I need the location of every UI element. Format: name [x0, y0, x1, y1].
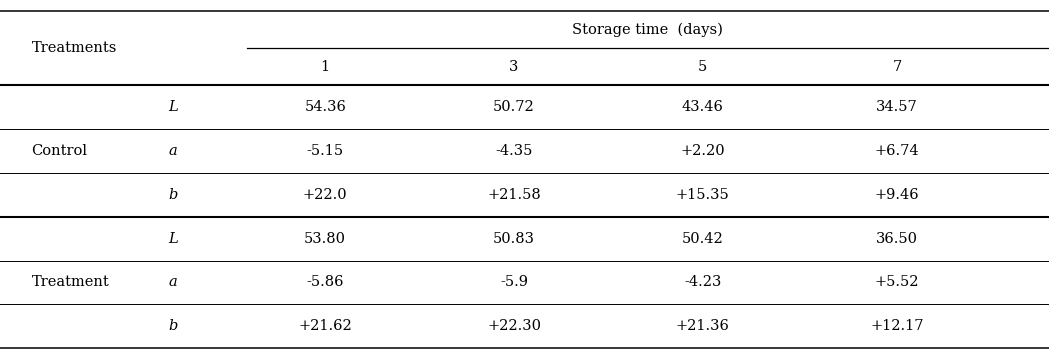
- Text: 34.57: 34.57: [876, 100, 918, 114]
- Text: 36.50: 36.50: [876, 232, 918, 246]
- Text: 5: 5: [699, 60, 707, 74]
- Text: +2.20: +2.20: [681, 144, 725, 158]
- Text: -5.15: -5.15: [306, 144, 344, 158]
- Text: Control: Control: [31, 144, 87, 158]
- Text: L: L: [168, 232, 178, 246]
- Text: Storage time  (days): Storage time (days): [573, 22, 723, 37]
- Text: +22.30: +22.30: [487, 319, 541, 333]
- Text: 50.42: 50.42: [682, 232, 724, 246]
- Text: b: b: [169, 188, 177, 202]
- Text: b: b: [169, 319, 177, 333]
- Text: a: a: [169, 144, 177, 158]
- Text: 3: 3: [510, 60, 518, 74]
- Text: 54.36: 54.36: [304, 100, 346, 114]
- Text: 7: 7: [893, 60, 901, 74]
- Text: +21.58: +21.58: [487, 188, 541, 202]
- Text: a: a: [169, 275, 177, 289]
- Text: -5.86: -5.86: [306, 275, 344, 289]
- Text: 53.80: 53.80: [304, 232, 346, 246]
- Text: 50.83: 50.83: [493, 232, 535, 246]
- Text: +21.36: +21.36: [676, 319, 730, 333]
- Text: +12.17: +12.17: [870, 319, 924, 333]
- Text: +6.74: +6.74: [875, 144, 919, 158]
- Text: +21.62: +21.62: [298, 319, 352, 333]
- Text: -5.9: -5.9: [500, 275, 528, 289]
- Text: -4.35: -4.35: [495, 144, 533, 158]
- Text: +22.0: +22.0: [303, 188, 347, 202]
- Text: +15.35: +15.35: [676, 188, 730, 202]
- Text: Treatments: Treatments: [31, 41, 116, 55]
- Text: 1: 1: [321, 60, 329, 74]
- Text: Treatment: Treatment: [31, 275, 109, 289]
- Text: 50.72: 50.72: [493, 100, 535, 114]
- Text: +9.46: +9.46: [875, 188, 919, 202]
- Text: -4.23: -4.23: [684, 275, 722, 289]
- Text: +5.52: +5.52: [875, 275, 919, 289]
- Text: L: L: [168, 100, 178, 114]
- Text: 43.46: 43.46: [682, 100, 724, 114]
